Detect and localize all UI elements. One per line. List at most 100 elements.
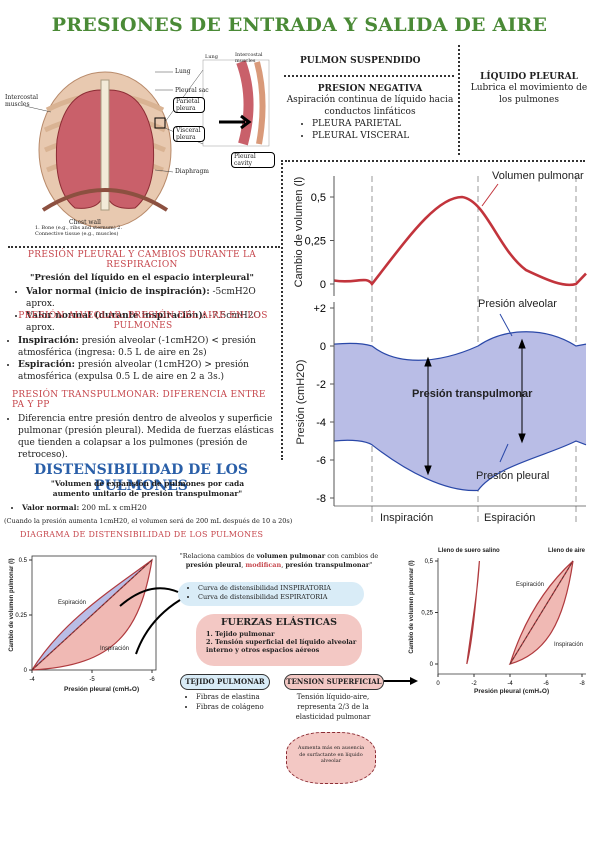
lung-small-label: Lung bbox=[205, 54, 218, 60]
diagonal bbox=[31, 559, 153, 671]
list-item: Valor normal: 200 mL x cmH20 bbox=[22, 503, 147, 513]
left-esp-label: Espiración bbox=[58, 600, 87, 606]
list-item: Fibras de elastina bbox=[196, 692, 264, 702]
saline-label: Lleno de suero salino bbox=[438, 548, 500, 554]
tick-label: -4 bbox=[29, 677, 35, 683]
divider bbox=[8, 246, 280, 248]
right-insp-label: Inspiración bbox=[554, 642, 584, 648]
saline-loop bbox=[466, 560, 480, 665]
surfactante-cloud: Aumenta más en ausencia de surfactante e… bbox=[286, 732, 376, 784]
tick-label: 0 bbox=[430, 662, 434, 668]
volumen-series-label: Volumen pulmonar bbox=[492, 170, 584, 182]
pleural-section: PRESIÓN PLEURAL Y CAMBIOS DURANTE LA RES… bbox=[6, 250, 278, 334]
tension-pill: TENSION SUPERFICIAL bbox=[284, 674, 384, 690]
list-item: Valor normal (inicio de inspiración): -5… bbox=[26, 286, 278, 310]
diagram-heading: DIAGRAMA DE DISTENSIBILIDAD DE LOS PULMO… bbox=[20, 530, 264, 539]
tick-label: 0 bbox=[320, 279, 326, 291]
fuerzas-box: FUERZAS ELÁSTICAS 1. Tejido pulmonar 2. … bbox=[196, 614, 362, 666]
divider bbox=[285, 160, 585, 162]
alveolar-heading: PRESIÓN ALVEOLAR: PRESIÓN DEL AIRE EN LO… bbox=[18, 311, 268, 331]
left-insp-label: Inspiración bbox=[100, 646, 130, 652]
transpulmonar-label: Presión transpulmonar bbox=[412, 388, 533, 400]
transpulmonar-heading: PRESIÓN TRANSPULMONAR: DIFERENCIA ENTRE … bbox=[12, 390, 266, 410]
list-item: Curva de distensibilidad ESPIRATORIA bbox=[198, 593, 364, 602]
distensibilidad-note: (Cuando la presión aumenta 1cmH20, el vo… bbox=[4, 517, 293, 525]
divider bbox=[458, 45, 460, 155]
list-item: Espiración: presión alveolar (1cmH2O) > … bbox=[18, 359, 280, 383]
transpulmonar-section: PRESIÓN TRANSPULMONAR: DIFERENCIA ENTRE … bbox=[6, 390, 280, 461]
alveolar-section: PRESIÓN ALVEOLAR: PRESIÓN DEL AIRE EN LO… bbox=[6, 311, 280, 383]
pleural-subtitle: "Presión del líquido en el espacio inter… bbox=[30, 273, 254, 283]
tick-label: 0,5 bbox=[311, 192, 326, 204]
tick-label: 0,25 bbox=[305, 236, 326, 248]
relaciona-text: "Relaciona cambios de volumen pulmonar c… bbox=[179, 552, 379, 569]
diaphragm-label: Diaphragm bbox=[175, 168, 209, 175]
pleural-line bbox=[333, 439, 587, 492]
distensibilidad-heading: DISTENSIBILIDAD DE LOS PULMONES bbox=[34, 462, 248, 494]
liquido-pleural-block: LÍQUIDO PLEURAL Lubrica el movimiento de… bbox=[466, 72, 592, 106]
pleural-sac-label: Pleural sac bbox=[175, 87, 209, 94]
left-xlabel: Presión pleural (cmH₂O) bbox=[64, 686, 140, 693]
pleural-heading: PRESIÓN PLEURAL Y CAMBIOS DURANTE LA RES… bbox=[27, 250, 257, 270]
diagonal bbox=[509, 560, 574, 665]
list-item: Valor normal (durante inspiración): -7.5… bbox=[26, 310, 278, 334]
list-item: Curva de distensibilidad INSPIRATORIA bbox=[198, 584, 364, 593]
distensibilidad-chart-left: -4 -5 -6 0.5 0.25 0 Cambio de volumen pulmona… bbox=[6, 542, 176, 700]
lung-label: Lung bbox=[175, 68, 191, 75]
tejido-pill: TEJIDO PULMONAR bbox=[180, 674, 270, 690]
tick-label: -5 bbox=[89, 677, 95, 683]
transpulmonar-band bbox=[334, 331, 586, 491]
alveolar-series-label: Presión alveolar bbox=[478, 298, 557, 310]
volumen-line bbox=[333, 195, 587, 287]
curvas-box: Curva de distensibilidad INSPIRATORIA Cu… bbox=[178, 582, 364, 606]
tick-label: 0 bbox=[436, 681, 440, 687]
right-xlabel: Presión pleural (cmH₂O) bbox=[474, 688, 550, 695]
presion-negativa-heading: PRESION NEGATIVA bbox=[317, 84, 423, 94]
list-item: Diferencia entre presión dentro de alveo… bbox=[18, 413, 280, 461]
fuerzas-item: 2. Tensión superficial del líquido alveo… bbox=[206, 638, 357, 654]
inspiracion-label: Inspiración bbox=[380, 512, 434, 524]
tick-label: -6 bbox=[316, 455, 326, 467]
presion-negativa-text: Aspiración continua de líquido hacia con… bbox=[286, 95, 454, 117]
tick-label: -2 bbox=[316, 379, 326, 391]
presion-negativa-block: PRESION NEGATIVA Aspiración continua de … bbox=[284, 84, 456, 142]
tick-label: +2 bbox=[313, 303, 326, 315]
tension-text: Tensión líquido-aire, representa 2/3 de … bbox=[295, 693, 371, 721]
tick-label: -4 bbox=[507, 681, 513, 687]
tick-label: -8 bbox=[316, 493, 326, 505]
tick-label: -8 bbox=[579, 681, 585, 687]
air-label: Lleno de aire bbox=[548, 548, 586, 554]
list-item: PLEURA PARIETAL bbox=[312, 118, 456, 130]
pressure-volume-chart: 0,5 0,25 0 +2 0 -2 -4 -6 -8 Cambio de volumen (l… bbox=[286, 166, 594, 536]
tick-label: 0.5 bbox=[19, 558, 28, 564]
cloud-text: Aumenta más en ausencia de surfactante e… bbox=[297, 745, 365, 764]
right-esp-label: Espiración bbox=[516, 582, 545, 588]
distensibilidad-subtitle: "Volumen de expansión de pulmones por ca… bbox=[50, 479, 245, 498]
fuerzas-item: 1. Tejido pulmonar bbox=[206, 630, 275, 638]
lung-anatomy-illustration: Lung Pleural sac Parietal pleura Viscera… bbox=[5, 50, 275, 240]
liquido-pleural-heading: LÍQUIDO PLEURAL bbox=[480, 72, 578, 82]
chest-wall-label: Chest wall bbox=[69, 219, 101, 226]
tick-label: -2 bbox=[471, 681, 477, 687]
tick-label: -6 bbox=[149, 677, 155, 683]
pleural-cavity-label: Pleural cavity bbox=[231, 152, 275, 168]
tick-label: -4 bbox=[316, 417, 326, 429]
list-item: Inspiración: presión alveolar (-1cmH2O) … bbox=[18, 335, 280, 359]
liquido-pleural-text: Lubrica el movimiento de los pulmones bbox=[470, 83, 588, 105]
list-item: PLEURAL VISCERAL bbox=[312, 130, 456, 142]
tick-label: 0,25 bbox=[421, 611, 433, 617]
tick-label: 0 bbox=[24, 668, 28, 674]
visceral-pleura-label: Visceral pleura bbox=[173, 126, 205, 142]
alveolar-line bbox=[333, 331, 587, 361]
pulmon-suspendido-heading: PULMON SUSPENDIDO bbox=[300, 56, 421, 66]
intercostal-small-label: Intercostal muscles bbox=[235, 52, 263, 64]
parietal-pleura-label: Parietal pleura bbox=[173, 97, 205, 113]
page-title: PRESIONES DE ENTRADA Y SALIDA DE AIRE bbox=[51, 14, 548, 36]
distensibilidad-chart-right: 0 -2 -4 -6 -8 0,5 0,25 0 Cambio de volumen pulm… bbox=[404, 546, 594, 702]
tick-label: -6 bbox=[543, 681, 549, 687]
pleural-series-label: Presión pleural bbox=[476, 470, 550, 482]
intercostal-label: Intercostal muscles bbox=[5, 94, 39, 108]
tick-label: 0,5 bbox=[425, 559, 434, 565]
espiracion-label: Espiración bbox=[484, 512, 536, 524]
